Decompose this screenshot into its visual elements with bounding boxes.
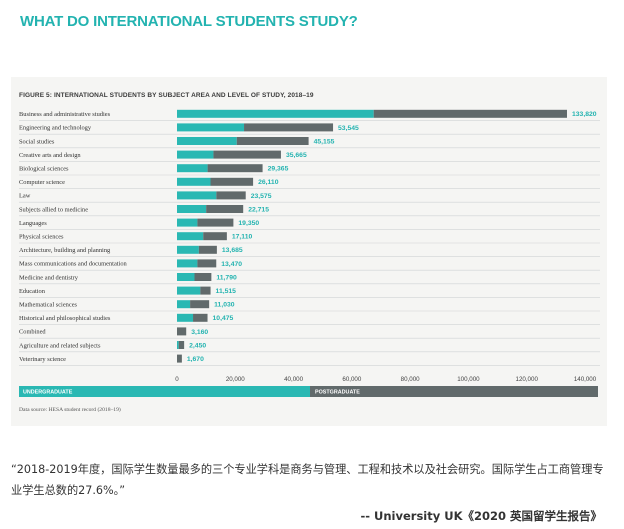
total-value-label: 53,545 bbox=[338, 125, 359, 132]
total-value-label: 22,715 bbox=[248, 206, 269, 213]
postgraduate-bar bbox=[177, 327, 187, 336]
postgraduate-bar bbox=[206, 205, 244, 213]
total-value-label: 17,110 bbox=[232, 234, 253, 241]
category-label: Mass communications and documentation bbox=[19, 261, 128, 268]
x-tick-label: 140,000 bbox=[574, 376, 597, 383]
undergraduate-bar bbox=[177, 273, 195, 281]
postgraduate-bar bbox=[177, 354, 182, 363]
figure-title: FIGURE 5: INTERNATIONAL STUDENTS BY SUBJ… bbox=[19, 92, 314, 99]
undergraduate-bar bbox=[177, 150, 214, 159]
total-value-label: 133,820 bbox=[572, 111, 597, 118]
postgraduate-bar bbox=[373, 109, 567, 118]
postgraduate-bar bbox=[190, 300, 210, 309]
total-value-label: 1,670 bbox=[187, 356, 204, 363]
postgraduate-bar bbox=[197, 218, 234, 227]
x-tick-label: 100,000 bbox=[457, 376, 480, 383]
x-tick-label: 0 bbox=[175, 376, 179, 383]
category-label: Languages bbox=[19, 220, 47, 227]
total-value-label: 19,350 bbox=[238, 220, 259, 227]
total-value-label: 11,030 bbox=[214, 302, 235, 309]
x-tick-label: 20,000 bbox=[226, 376, 245, 383]
legend-undergraduate-label: UNDERGRADUATE bbox=[23, 390, 73, 396]
postgraduate-bar bbox=[210, 177, 254, 186]
total-value-label: 11,790 bbox=[216, 274, 237, 281]
total-value-label: 2,450 bbox=[189, 342, 206, 349]
undergraduate-bar bbox=[177, 137, 237, 145]
undergraduate-bar bbox=[177, 205, 207, 213]
undergraduate-bar bbox=[177, 123, 245, 132]
category-label: Education bbox=[19, 288, 46, 295]
quote-attribution: -- University UK《2020 英国留学生报告》 bbox=[360, 509, 602, 523]
legend-undergraduate-swatch bbox=[19, 386, 310, 397]
postgraduate-bar bbox=[213, 150, 281, 159]
undergraduate-bar bbox=[177, 245, 199, 254]
undergraduate-bar bbox=[177, 164, 208, 173]
category-label: Subjects allied to medicine bbox=[19, 206, 88, 213]
figure-panel bbox=[11, 77, 607, 426]
undergraduate-bar bbox=[177, 109, 374, 118]
undergraduate-bar bbox=[177, 313, 194, 322]
x-tick-label: 80,000 bbox=[401, 376, 420, 383]
total-value-label: 29,365 bbox=[268, 166, 289, 173]
total-value-label: 13,685 bbox=[222, 247, 243, 254]
legend-postgraduate-swatch bbox=[310, 386, 598, 397]
undergraduate-bar bbox=[177, 177, 211, 186]
undergraduate-bar bbox=[177, 191, 217, 200]
legend-postgraduate-label: POSTGRADUATE bbox=[315, 390, 360, 396]
undergraduate-bar bbox=[177, 232, 204, 241]
category-label: Physical sciences bbox=[19, 234, 64, 241]
undergraduate-bar bbox=[177, 259, 198, 268]
undergraduate-bar bbox=[177, 218, 198, 227]
category-label: Veterinary science bbox=[19, 356, 66, 363]
x-tick-label: 120,000 bbox=[516, 376, 539, 383]
postgraduate-bar bbox=[244, 123, 334, 132]
page-headline: WHAT DO INTERNATIONAL STUDENTS STUDY? bbox=[20, 13, 358, 30]
data-source-note: Data source: HESA student record (2018–1… bbox=[19, 407, 121, 413]
total-value-label: 3,160 bbox=[191, 329, 208, 336]
postgraduate-bar bbox=[207, 164, 263, 173]
total-value-label: 10,475 bbox=[213, 315, 234, 322]
quote-text: “2018-2019年度，国际学生数量最多的三个专业学科是商务与管理、工程和技术… bbox=[11, 463, 604, 497]
category-label: Engineering and technology bbox=[19, 125, 92, 132]
undergraduate-bar bbox=[177, 300, 191, 309]
category-label: Mathematical sciences bbox=[19, 302, 78, 309]
category-label: Medicine and dentistry bbox=[19, 274, 79, 281]
x-tick-label: 60,000 bbox=[342, 376, 361, 383]
total-value-label: 23,575 bbox=[251, 193, 272, 200]
category-label: Social studies bbox=[19, 138, 55, 145]
total-value-label: 26,110 bbox=[258, 179, 279, 186]
category-label: Historical and philosophical studies bbox=[19, 315, 111, 322]
category-label: Combined bbox=[19, 329, 46, 336]
postgraduate-bar bbox=[197, 259, 217, 268]
total-value-label: 45,155 bbox=[314, 138, 335, 145]
total-value-label: 35,665 bbox=[286, 152, 307, 159]
undergraduate-bar bbox=[177, 341, 179, 349]
postgraduate-bar bbox=[203, 232, 227, 241]
postgraduate-bar bbox=[194, 273, 212, 281]
category-label: Agriculture and related subjects bbox=[19, 342, 101, 349]
postgraduate-bar bbox=[236, 137, 309, 145]
total-value-label: 11,515 bbox=[216, 288, 237, 295]
undergraduate-bar bbox=[177, 286, 201, 295]
category-label: Architecture, building and planning bbox=[19, 247, 111, 254]
postgraduate-bar bbox=[193, 313, 208, 322]
category-label: Computer science bbox=[19, 179, 65, 186]
postgraduate-bar bbox=[200, 286, 211, 295]
headline-text: WHAT DO INTERNATIONAL STUDENTS STUDY? bbox=[20, 13, 358, 30]
x-tick-label: 40,000 bbox=[284, 376, 303, 383]
postgraduate-bar bbox=[198, 245, 217, 254]
category-label: Creative arts and design bbox=[19, 152, 81, 159]
postgraduate-bar bbox=[178, 341, 185, 349]
postgraduate-bar bbox=[216, 191, 246, 200]
category-label: Biological sciences bbox=[19, 166, 69, 173]
total-value-label: 13,470 bbox=[221, 261, 242, 268]
category-label: Business and administrative studies bbox=[19, 111, 111, 118]
category-label: Law bbox=[19, 193, 31, 200]
